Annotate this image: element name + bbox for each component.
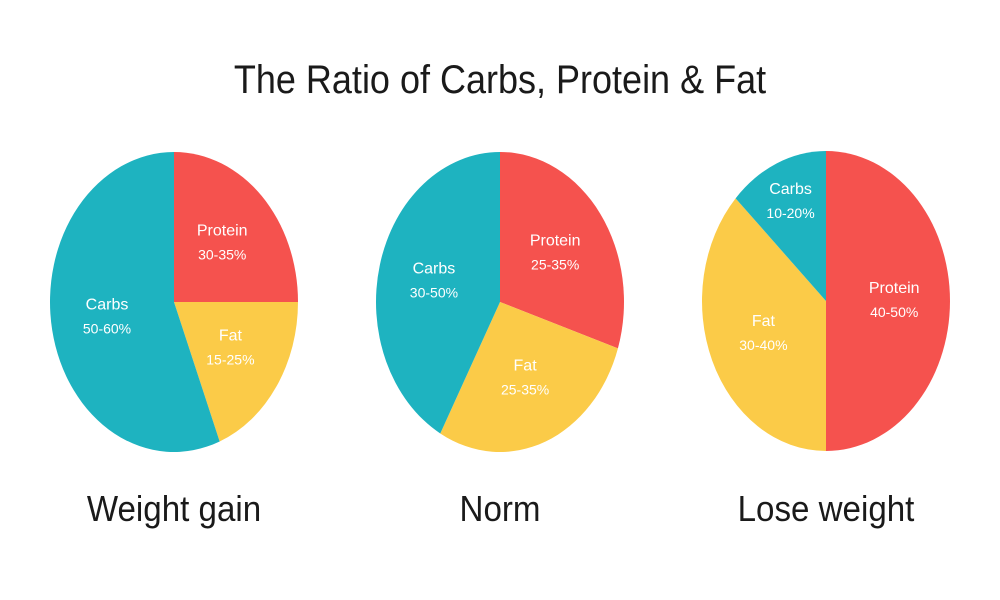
pie2-protein-name-label: Protein [530, 233, 581, 250]
caption-norm: Norm [459, 488, 541, 529]
pie3-protein-name-label: Protein [869, 280, 920, 297]
pie2-slice-protein [500, 152, 624, 349]
pie2-slice-carbs [375, 152, 500, 434]
pie3-fat-value-label: 30-40% [739, 337, 787, 353]
pie3-slice-carbs [735, 151, 826, 301]
pie1-slice-protein [174, 152, 298, 302]
pie1-protein-value-label: 30-35% [198, 247, 246, 263]
pie3-carbs-value-label: 10-20% [766, 205, 814, 221]
pie2-fat-name-label: Fat [514, 358, 538, 375]
pie1-fat-value-label: 15-25% [206, 351, 254, 367]
pie2-carbs-value-label: 30-50% [410, 284, 458, 300]
pie2-protein-value-label: 25-35% [531, 257, 579, 273]
pie1-slice-fat [174, 302, 298, 442]
pie2-carbs-name-label: Carbs [413, 260, 456, 277]
pie1-slice-carbs [49, 152, 220, 452]
pie1-carbs-value-label: 50-60% [83, 320, 131, 336]
pie3-protein-value-label: 40-50% [870, 304, 918, 320]
caption-lose-weight: Lose weight [737, 488, 915, 529]
pie3-fat-name-label: Fat [752, 313, 776, 330]
pie2-slice-fat [440, 302, 618, 452]
pie1-carbs-name-label: Carbs [86, 296, 129, 313]
pie3-slice-protein [826, 151, 950, 451]
chart-title: The Ratio of Carbs, Protein & Fat [233, 58, 767, 102]
pie1-protein-name-label: Protein [197, 223, 248, 240]
pie3-slice-fat [702, 198, 826, 451]
pie3-carbs-name-label: Carbs [769, 181, 812, 198]
pie1-fat-name-label: Fat [219, 327, 243, 344]
caption-weight-gain: Weight gain [86, 488, 262, 529]
pie2-fat-value-label: 25-35% [501, 382, 549, 398]
